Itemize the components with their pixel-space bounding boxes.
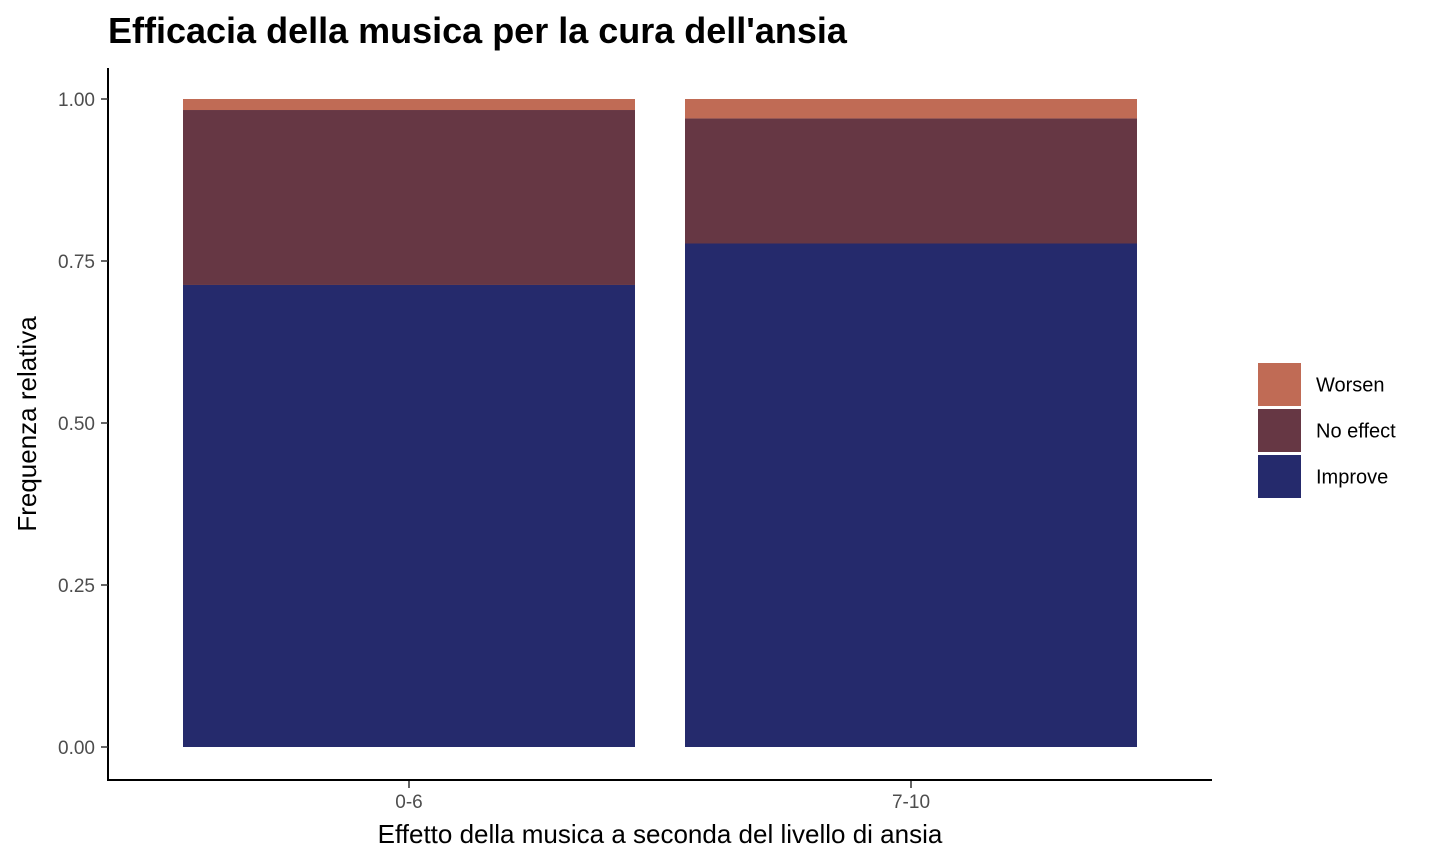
x-tick-label: 0-6 <box>395 792 422 813</box>
bar-no-effect-7-10 <box>685 118 1137 244</box>
y-tick-label: 0.50 <box>58 414 95 435</box>
legend-label-worsen: Worsen <box>1316 375 1385 397</box>
legend-key-improve <box>1258 455 1301 498</box>
plot-area <box>183 99 1137 747</box>
y-axis-title: Frequenza relativa <box>12 316 42 532</box>
bar-improve-7-10 <box>685 243 1137 747</box>
chart-title: Efficacia della musica per la cura dell'… <box>108 10 848 51</box>
legend-label-improve: Improve <box>1316 467 1388 489</box>
legend-key-worsen <box>1258 363 1301 406</box>
y-tick-label: 0.75 <box>58 252 95 273</box>
y-axis-ticks: 0.00 0.25 0.50 0.75 1.00 <box>58 90 108 759</box>
x-tick-label: 7-10 <box>892 792 930 813</box>
legend: Worsen No effect Improve <box>1258 363 1396 498</box>
legend-label-no-effect: No effect <box>1316 421 1396 443</box>
y-tick-label: 1.00 <box>58 90 95 111</box>
bar-no-effect-0-6 <box>183 110 635 285</box>
x-axis-title: Effetto della musica a seconda del livel… <box>378 819 943 849</box>
bar-improve-0-6 <box>183 284 635 747</box>
bar-worsen-0-6 <box>183 99 635 111</box>
bar-worsen-7-10 <box>685 99 1137 119</box>
legend-key-no-effect <box>1258 409 1301 452</box>
y-tick-label: 0.00 <box>58 738 95 759</box>
y-tick-label: 0.25 <box>58 576 95 597</box>
x-axis-ticks: 0-6 7-10 <box>395 781 930 813</box>
